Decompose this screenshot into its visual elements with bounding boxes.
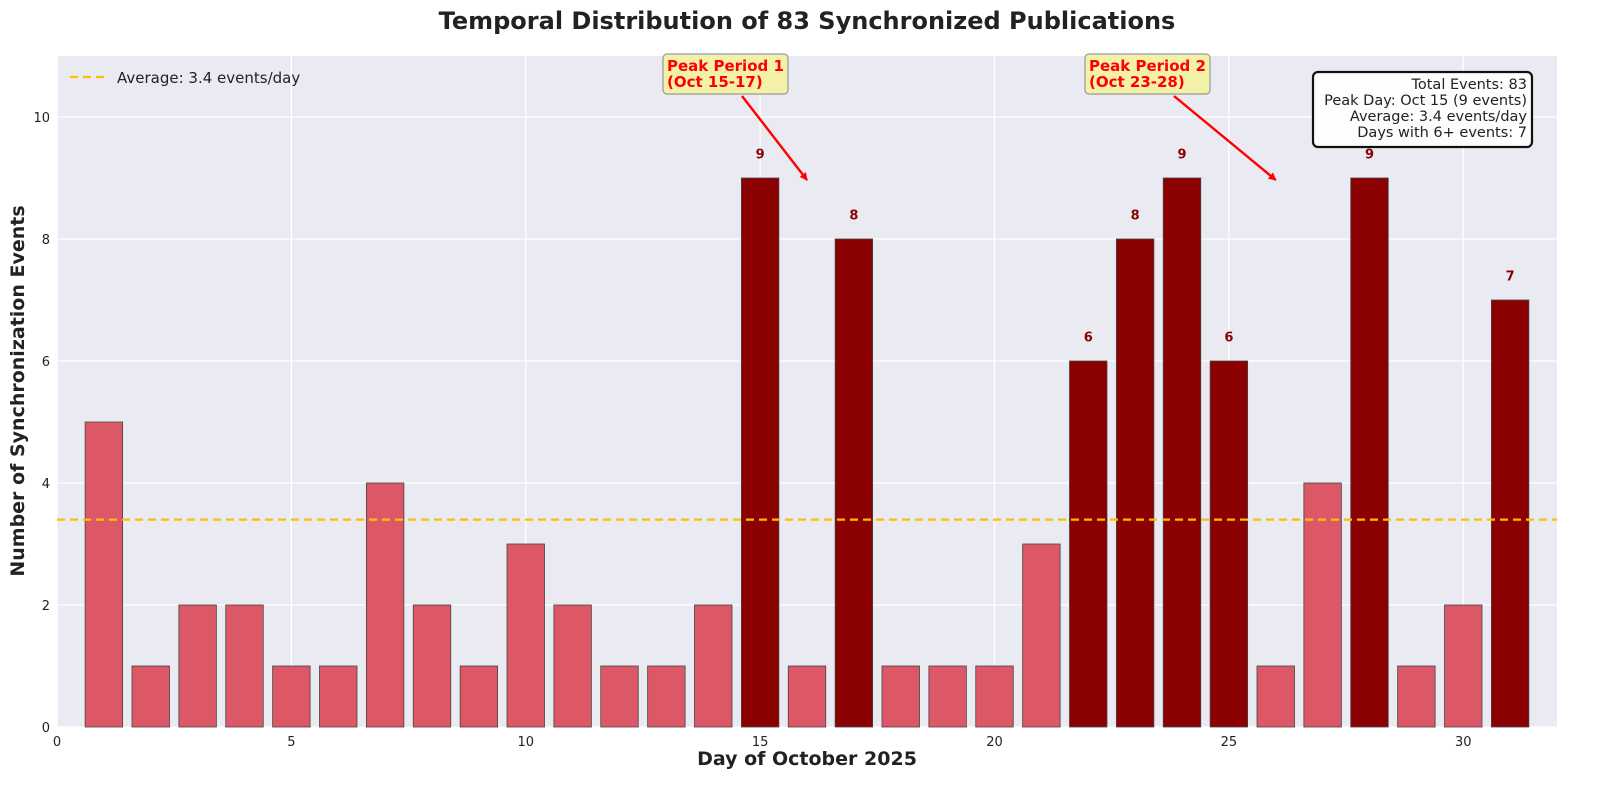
annotation-box bbox=[1084, 53, 1211, 95]
bar-value-label: 9 bbox=[1177, 148, 1186, 163]
x-tick-label: 15 bbox=[752, 735, 769, 750]
bar-value-label: 9 bbox=[756, 148, 765, 163]
bar-day-18 bbox=[881, 665, 920, 728]
stats-line: Days with 6+ events: 7 bbox=[1357, 125, 1527, 141]
x-tick-label: 30 bbox=[1455, 735, 1472, 750]
annotation-arrow bbox=[1173, 95, 1277, 181]
x-tick-label: 20 bbox=[986, 735, 1003, 750]
bar-day-24 bbox=[1162, 177, 1202, 728]
bar-day-28 bbox=[1350, 177, 1389, 728]
bar-day-17 bbox=[834, 238, 874, 728]
bar-day-19 bbox=[928, 665, 967, 728]
bar-day-4 bbox=[225, 604, 264, 728]
stats-line: Total Events: 83 bbox=[1410, 77, 1527, 93]
legend: Average: 3.4 events/day bbox=[70, 69, 300, 87]
bar-labels: 9 8 6 8 9 6 9 7 bbox=[756, 148, 1515, 346]
bar-day-6 bbox=[319, 665, 358, 728]
stats-line: Average: 3.4 events/day bbox=[1350, 109, 1528, 125]
bar-day-7 bbox=[365, 482, 405, 728]
bar-day-30 bbox=[1444, 604, 1483, 728]
stats-line: Peak Day: Oct 15 (9 events) bbox=[1324, 93, 1527, 109]
annotation-arrow bbox=[741, 95, 808, 181]
chart-title: Temporal Distribution of 83 Synchronized… bbox=[439, 7, 1176, 35]
annotation-text: (Oct 15-17) bbox=[667, 73, 763, 91]
annotation-text: Peak Period 1 bbox=[667, 57, 784, 75]
y-tick-label: 8 bbox=[42, 233, 50, 248]
bar-day-9 bbox=[459, 665, 499, 728]
bar-day-22 bbox=[1069, 360, 1108, 728]
bar-day-5 bbox=[272, 665, 311, 728]
bar-day-16 bbox=[787, 665, 827, 728]
x-tick-label: 5 bbox=[287, 735, 295, 750]
bar-value-label: 7 bbox=[1506, 270, 1515, 285]
x-tick-label: 10 bbox=[517, 735, 534, 750]
bar-day-12 bbox=[600, 665, 639, 728]
bar-day-27 bbox=[1303, 482, 1342, 728]
bar-value-label: 6 bbox=[1084, 331, 1093, 346]
bar-value-label: 8 bbox=[849, 209, 858, 224]
x-axis-label: Day of October 2025 bbox=[697, 748, 917, 770]
bar-day-10 bbox=[506, 543, 545, 728]
y-tick-label: 0 bbox=[42, 721, 50, 736]
y-tick-label: 4 bbox=[42, 477, 50, 492]
bar-day-3 bbox=[178, 604, 217, 728]
bar-day-31 bbox=[1490, 299, 1530, 728]
annotation-box bbox=[662, 53, 789, 95]
bar-day-8 bbox=[412, 604, 452, 728]
bar-day-1 bbox=[84, 421, 124, 728]
peak-annotation-2: Peak Period 2(Oct 23-28) bbox=[1084, 53, 1277, 181]
bar-day-11 bbox=[553, 604, 592, 728]
x-tick-label: 25 bbox=[1221, 735, 1238, 750]
bar-value-label: 9 bbox=[1365, 148, 1374, 163]
y-tick-label: 6 bbox=[42, 355, 50, 370]
annotation-text: Peak Period 2 bbox=[1089, 57, 1206, 75]
bar-day-26 bbox=[1256, 665, 1295, 728]
bar-day-23 bbox=[1115, 238, 1155, 728]
bar-value-label: 6 bbox=[1224, 331, 1233, 346]
annotation-text: (Oct 23-28) bbox=[1089, 73, 1185, 91]
bar-value-label: 8 bbox=[1131, 209, 1140, 224]
annotations: Peak Period 1(Oct 15-17)Peak Period 2(Oc… bbox=[662, 53, 1277, 181]
bar-day-29 bbox=[1397, 665, 1436, 728]
bar-day-25 bbox=[1209, 360, 1249, 728]
bar-day-20 bbox=[975, 665, 1014, 728]
y-tick-label: 10 bbox=[33, 111, 50, 126]
bar-day-15 bbox=[740, 177, 780, 728]
peak-annotation-1: Peak Period 1(Oct 15-17) bbox=[662, 53, 808, 181]
bar-day-13 bbox=[647, 665, 686, 728]
axis-ticks: 0 5 10 15 20 25 30 0 2 4 6 8 10 bbox=[33, 111, 1471, 750]
bar-day-21 bbox=[1022, 543, 1061, 728]
bars bbox=[84, 177, 1530, 728]
bar-day-2 bbox=[131, 665, 170, 728]
y-tick-label: 2 bbox=[42, 599, 50, 614]
bar-day-14 bbox=[694, 604, 733, 728]
legend-average-label: Average: 3.4 events/day bbox=[117, 69, 300, 87]
y-axis-label: Number of Synchronization Events bbox=[7, 205, 29, 576]
x-tick-label: 0 bbox=[53, 735, 61, 750]
stats-box-frame bbox=[1311, 70, 1534, 149]
